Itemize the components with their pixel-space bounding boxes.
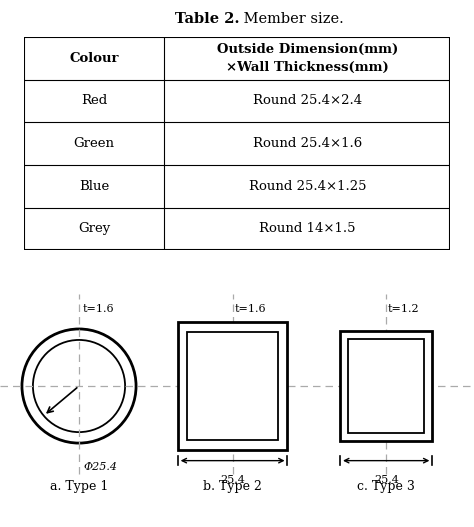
Text: Member size.: Member size. [239,12,344,26]
Bar [178,323,287,450]
Text: Grey: Grey [78,222,110,236]
Text: Round 25.4×1.25: Round 25.4×1.25 [249,180,366,193]
Text: c. Type 3: c. Type 3 [357,481,415,493]
Text: Outside Dimension(mm)
×Wall Thickness(mm): Outside Dimension(mm) ×Wall Thickness(mm… [217,43,398,74]
Text: Round 14×1.5: Round 14×1.5 [259,222,356,236]
Text: t=1.6: t=1.6 [82,304,114,314]
Text: Colour: Colour [69,52,119,65]
Text: Φ25.4: Φ25.4 [83,462,118,472]
Text: Blue: Blue [79,180,109,193]
Text: Green: Green [73,137,115,150]
Text: a. Type 1: a. Type 1 [50,481,108,493]
Text: Table 2.: Table 2. [175,12,240,26]
Text: 25.4: 25.4 [220,475,245,485]
Bar [340,331,432,441]
Bar [187,332,278,440]
Text: b. Type 2: b. Type 2 [203,481,262,493]
Text: Round 25.4×2.4: Round 25.4×2.4 [253,94,362,108]
Text: 25.4: 25.4 [374,475,399,485]
Text: t=1.2: t=1.2 [388,304,419,314]
Text: Red: Red [81,94,107,108]
Bar [348,339,424,433]
Text: Round 25.4×1.6: Round 25.4×1.6 [253,137,362,150]
Text: t=1.6: t=1.6 [235,304,266,314]
